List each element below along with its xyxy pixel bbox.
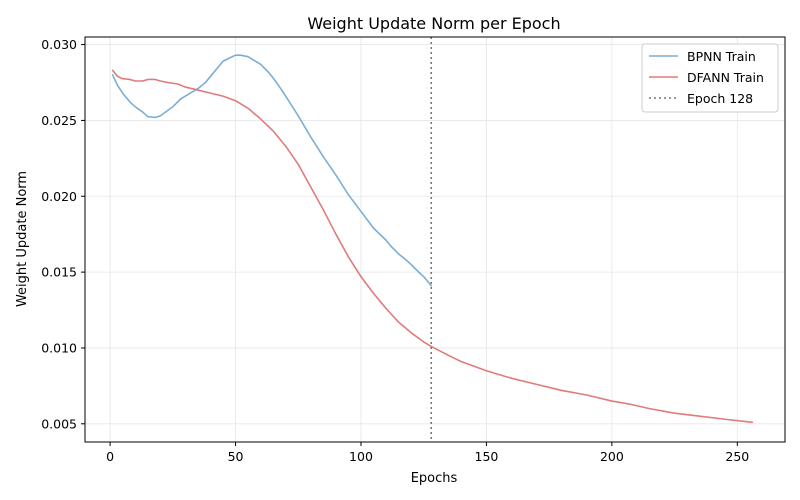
x-tick-label: 0 [106,449,114,464]
legend-box [641,43,779,113]
x-tick-label: 200 [600,449,624,464]
x-tick-label: 100 [349,449,373,464]
series-line-dfann-train [111,69,754,424]
y-tick-label: 0.015 [41,265,77,280]
legend: BPNN Train DFANN Train Epoch 128 [641,43,779,113]
y-tick-label: 0.030 [41,37,77,52]
x-tick-label: 50 [228,449,244,464]
y-axis-label: Weight Update Norm [15,171,30,307]
x-ticks: 0 50 100 150 200 250 [106,442,749,464]
y-tick-label: 0.005 [41,416,77,431]
plot-frame [84,36,786,443]
legend-label-dfann: DFANN Train [687,70,764,85]
plot-lines [111,37,754,442]
legend-label-epoch-line: Epoch 128 [687,91,753,106]
y-tick-label: 0.010 [41,340,77,355]
legend-label-bpnn: BPNN Train [687,49,756,64]
x-tick-label: 250 [725,449,749,464]
x-tick-label: 150 [475,449,499,464]
series-line-bpnn-train [111,54,433,287]
x-axis-label: Epochs [411,471,458,486]
chart-title: Weight Update Norm per Epoch [307,14,560,33]
y-tick-label: 0.020 [41,189,77,204]
y-ticks: 0.005 0.010 0.015 0.020 0.025 0.030 [41,37,85,431]
y-tick-label: 0.025 [41,113,77,128]
